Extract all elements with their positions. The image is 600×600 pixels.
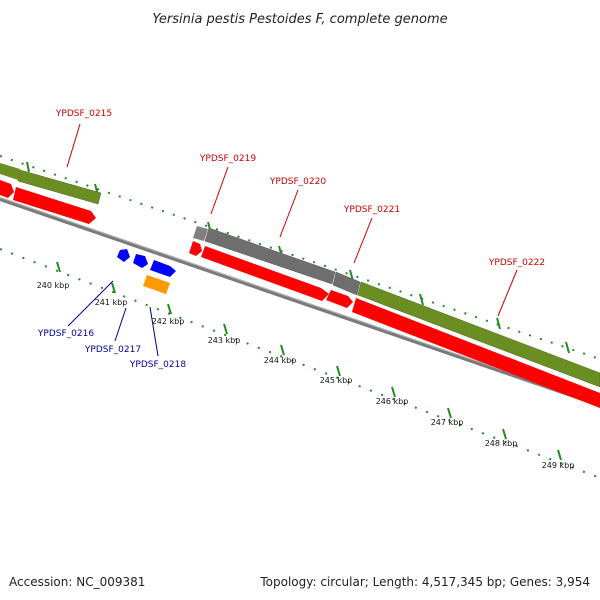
cds-small-0219[interactable] bbox=[189, 241, 202, 256]
scale-label: 247 kbp bbox=[431, 418, 464, 427]
scale-label: 242 kbp bbox=[152, 317, 185, 326]
outer-major-tick bbox=[26, 161, 30, 173]
gene-label[interactable]: YPDSF_0220 bbox=[269, 177, 326, 187]
scale-label: 240 kbp bbox=[37, 281, 70, 290]
gene-label[interactable]: YPDSF_0222 bbox=[488, 258, 545, 268]
inner-major-tick bbox=[167, 303, 172, 315]
gene-label[interactable]: YPDSF_0218 bbox=[129, 360, 186, 370]
cds-YPDSF_0217[interactable] bbox=[133, 254, 148, 268]
gene-feature-YPDSF_0222[interactable] bbox=[357, 281, 600, 388]
outer-major-tick bbox=[94, 183, 98, 193]
feature-orange[interactable] bbox=[143, 275, 170, 294]
gene-feature-YPDSF_0221[interactable] bbox=[332, 271, 361, 296]
inner-tick-track bbox=[0, 248, 600, 479]
scale-label: 249 kbp bbox=[542, 461, 575, 470]
gene-label[interactable]: YPDSF_0219 bbox=[199, 154, 256, 164]
gene-label[interactable]: YPDSF_0217 bbox=[84, 345, 141, 355]
gene-feature-gray-short[interactable] bbox=[193, 226, 208, 241]
accession-text: Accession: NC_009381 bbox=[9, 575, 145, 589]
cds-YPDSF_0215[interactable] bbox=[13, 187, 96, 224]
outer-major-tick bbox=[419, 293, 424, 306]
outer-major-tick bbox=[565, 341, 570, 354]
inner-major-tick bbox=[280, 344, 285, 356]
cds-YPDSF_0221[interactable] bbox=[326, 290, 353, 308]
cds-left-edge[interactable] bbox=[0, 180, 14, 198]
gene-feature-YPDSF_0215[interactable] bbox=[17, 169, 102, 205]
cds-YPDSF_0222[interactable] bbox=[352, 298, 600, 408]
inner-major-tick bbox=[223, 323, 228, 335]
scale-label: 248 kbp bbox=[485, 439, 518, 448]
cds-YPDSF_0220[interactable] bbox=[201, 246, 329, 301]
map-title: Yersinia pestis Pestoides F, complete ge… bbox=[152, 12, 447, 27]
scale-label: 245 kbp bbox=[320, 376, 353, 385]
inner-major-tick bbox=[502, 428, 507, 440]
genome-backbone bbox=[0, 197, 600, 407]
outer-major-tick bbox=[496, 317, 501, 330]
gene-label[interactable]: YPDSF_0215 bbox=[55, 109, 112, 119]
outer-tick-track bbox=[0, 155, 600, 360]
scale-label: 241 kbp bbox=[95, 298, 128, 307]
gene-label[interactable]: YPDSF_0216 bbox=[37, 329, 94, 339]
inner-major-tick bbox=[56, 261, 61, 273]
scale-label: 244 kbp bbox=[264, 356, 297, 365]
scale-label: 246 kbp bbox=[376, 397, 409, 406]
inner-major-tick bbox=[447, 407, 452, 419]
gene-feature-YPDSF_0220[interactable] bbox=[204, 227, 336, 285]
topology-text: Topology: circular; Length: 4,517,345 bp… bbox=[259, 575, 590, 589]
inner-major-tick bbox=[391, 386, 396, 398]
upper-label-callouts bbox=[66, 123, 518, 317]
gene-label[interactable]: YPDSF_0221 bbox=[343, 205, 400, 215]
inner-major-tick bbox=[557, 449, 562, 461]
lower-label-callouts bbox=[67, 280, 159, 357]
inner-major-tick bbox=[336, 365, 341, 377]
scale-label: 243 kbp bbox=[208, 336, 241, 345]
cds-YPDSF_0218[interactable] bbox=[150, 260, 176, 277]
gene-feature-olive-left[interactable] bbox=[0, 163, 20, 180]
inner-major-tick bbox=[111, 282, 116, 294]
cds-YPDSF_0216[interactable] bbox=[117, 249, 130, 262]
